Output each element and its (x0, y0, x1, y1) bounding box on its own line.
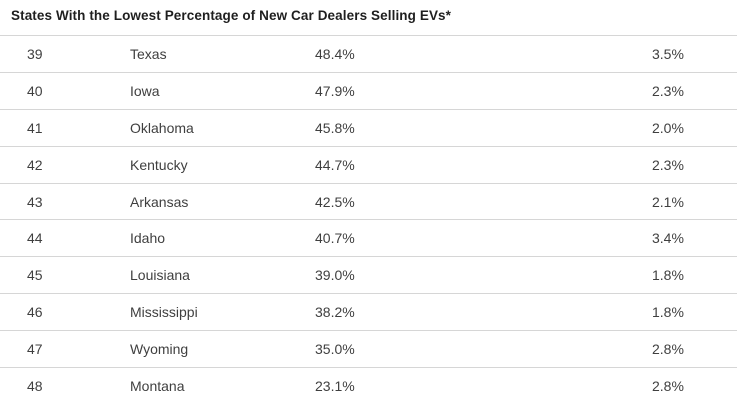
cell-state: Idaho (130, 230, 166, 247)
cell-share: 2.3% (652, 156, 684, 173)
cell-share: 1.8% (652, 267, 684, 284)
table-row: 46 Mississippi 38.2% 1.8% (0, 293, 737, 331)
cell-percent: 38.2% (315, 304, 355, 321)
data-table: 39 Texas 48.4% 3.5% 40 Iowa 47.9% 2.3% 4… (0, 35, 737, 404)
cell-rank: 45 (27, 267, 43, 284)
table-row: 42 Kentucky 44.7% 2.3% (0, 145, 737, 183)
cell-rank: 48 (27, 377, 43, 394)
cell-rank: 46 (27, 304, 43, 321)
cell-share: 3.4% (652, 230, 684, 247)
table-row: 45 Louisiana 39.0% 1.8% (0, 256, 737, 294)
cell-percent: 45.8% (315, 119, 355, 136)
cell-percent: 47.9% (315, 82, 355, 99)
cell-percent: 48.4% (315, 45, 355, 62)
cell-rank: 43 (27, 193, 43, 210)
cell-share: 2.8% (652, 377, 684, 394)
cell-percent: 42.5% (315, 193, 355, 210)
cell-state: Montana (130, 377, 185, 394)
cell-rank: 41 (27, 119, 43, 136)
cell-percent: 23.1% (315, 377, 355, 394)
table-row: 41 Oklahoma 45.8% 2.0% (0, 108, 737, 146)
table-title: States With the Lowest Percentage of New… (11, 8, 452, 23)
table-row: 40 Iowa 47.9% 2.3% (0, 71, 737, 109)
table-row: 44 Idaho 40.7% 3.4% (0, 219, 737, 257)
table-row: 47 Wyoming 35.0% 2.8% (0, 330, 737, 368)
cell-rank: 44 (27, 230, 43, 247)
cell-rank: 47 (27, 341, 43, 358)
cell-percent: 44.7% (315, 156, 355, 173)
cell-rank: 40 (27, 82, 43, 99)
cell-percent: 35.0% (315, 341, 355, 358)
cell-rank: 42 (27, 156, 43, 173)
cell-percent: 40.7% (315, 230, 355, 247)
table-row: 39 Texas 48.4% 3.5% (0, 35, 737, 72)
cell-share: 1.8% (652, 304, 684, 321)
cell-state: Texas (130, 45, 167, 62)
cell-state: Mississippi (130, 304, 198, 321)
cell-rank: 39 (27, 45, 43, 62)
table-row: 43 Arkansas 42.5% 2.1% (0, 182, 737, 220)
cell-share: 3.5% (652, 45, 684, 62)
cell-state: Wyoming (130, 341, 189, 358)
table-row: 48 Montana 23.1% 2.8% (0, 367, 737, 404)
cell-state: Arkansas (130, 193, 189, 210)
cell-state: Iowa (130, 82, 160, 99)
cell-percent: 39.0% (315, 267, 355, 284)
cell-state: Louisiana (130, 267, 190, 284)
cell-share: 2.8% (652, 341, 684, 358)
cell-state: Kentucky (130, 156, 188, 173)
cell-state: Oklahoma (130, 119, 194, 136)
cell-share: 2.1% (652, 193, 684, 210)
cell-share: 2.3% (652, 82, 684, 99)
cell-share: 2.0% (652, 119, 684, 136)
